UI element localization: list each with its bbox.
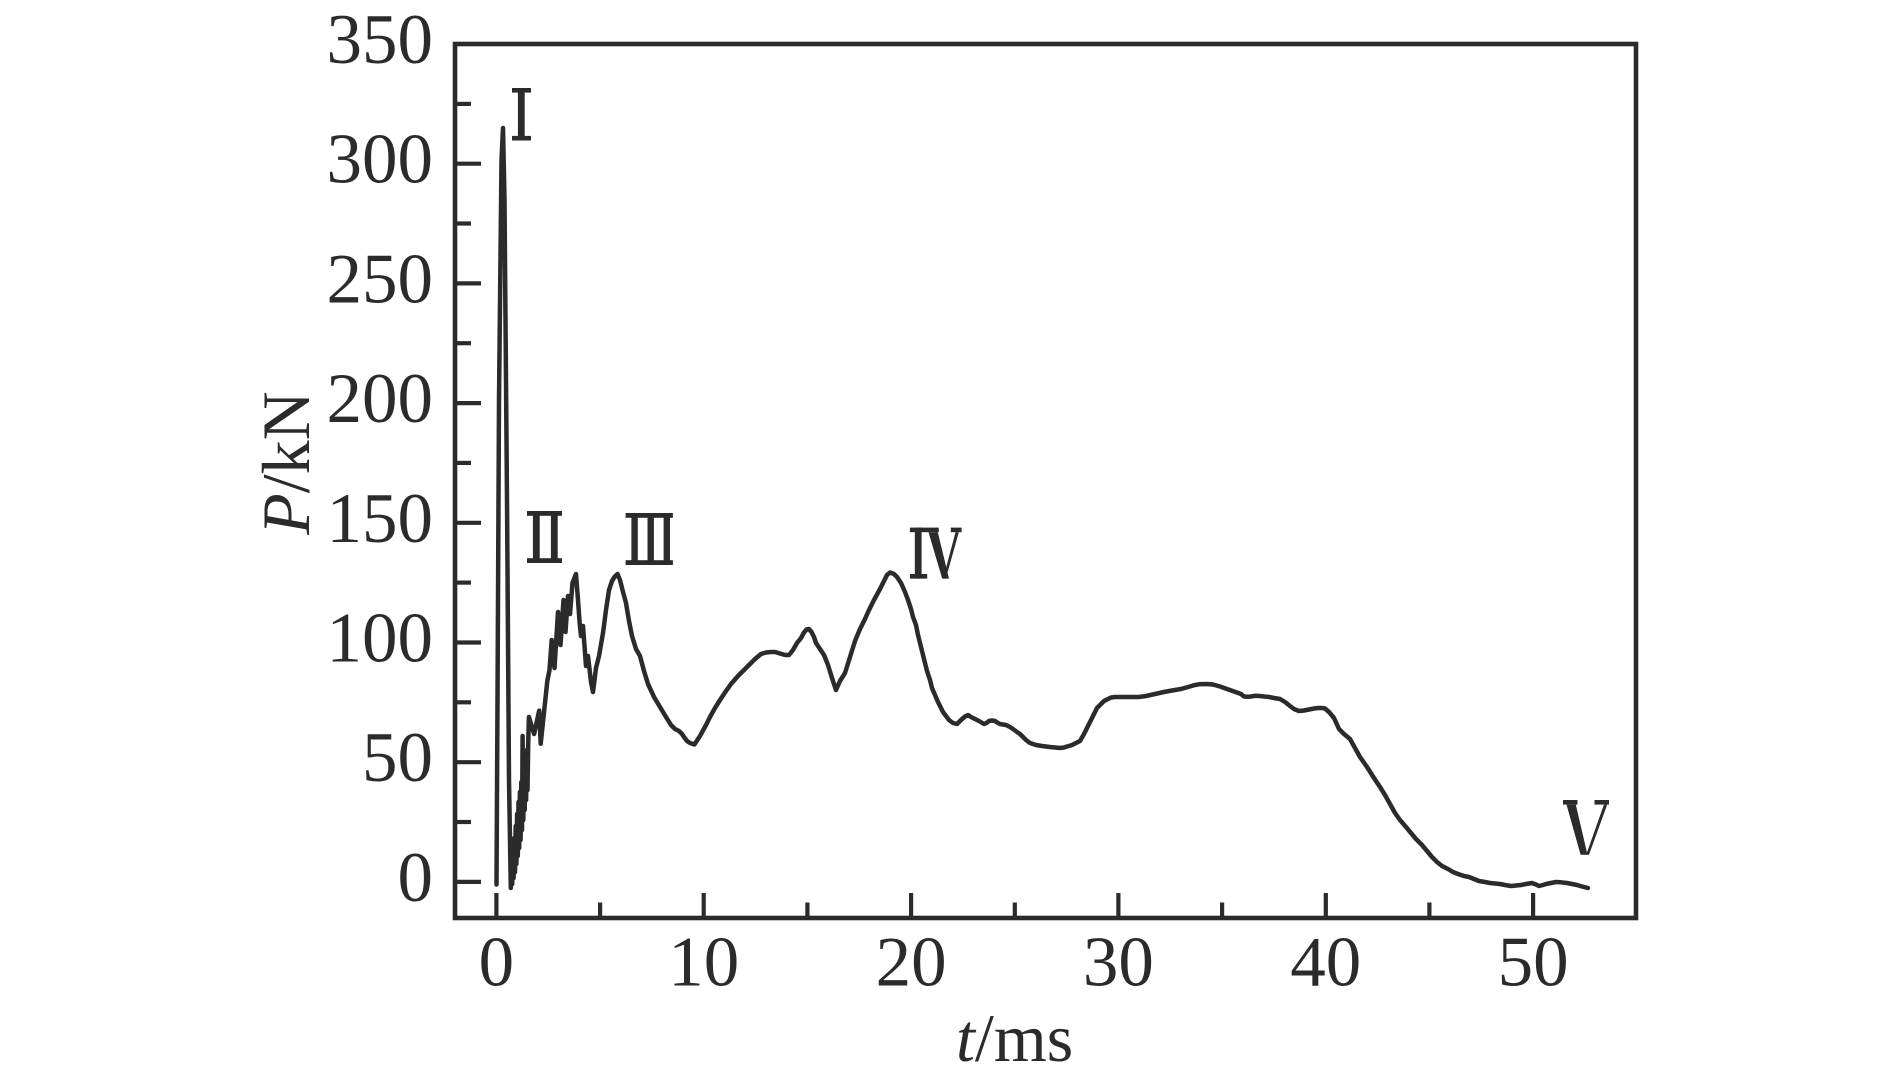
svg-text:50: 50 bbox=[362, 719, 433, 797]
svg-text:10: 10 bbox=[668, 924, 739, 1002]
svg-text:350: 350 bbox=[327, 1, 434, 79]
svg-text:150: 150 bbox=[327, 480, 434, 558]
svg-text:40: 40 bbox=[1290, 924, 1361, 1002]
svg-text:0: 0 bbox=[479, 924, 515, 1002]
svg-text:250: 250 bbox=[327, 240, 434, 318]
svg-text:100: 100 bbox=[327, 600, 434, 678]
svg-text:200: 200 bbox=[327, 360, 434, 438]
svg-text:t/ms: t/ms bbox=[956, 1000, 1073, 1076]
svg-text:P/kN: P/kN bbox=[248, 391, 324, 536]
svg-text:50: 50 bbox=[1498, 924, 1569, 1002]
svg-text:30: 30 bbox=[1083, 924, 1154, 1002]
svg-text:20: 20 bbox=[876, 924, 947, 1002]
svg-text:0: 0 bbox=[398, 839, 434, 917]
svg-text:300: 300 bbox=[327, 121, 434, 199]
